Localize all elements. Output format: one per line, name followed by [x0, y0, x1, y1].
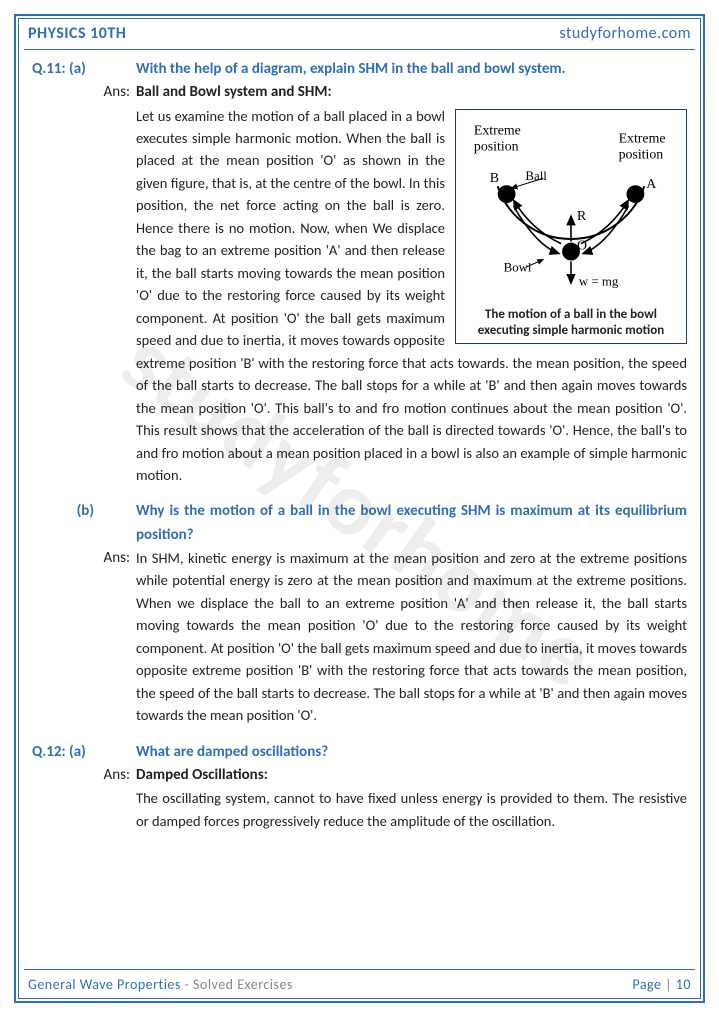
label-o: O [577, 238, 587, 253]
label-b: B [490, 171, 499, 186]
footer-page-label: Page [632, 976, 665, 993]
header-site: studyforhome.com [559, 24, 691, 43]
answer-label: Ans: [100, 81, 136, 486]
figure-box: Extreme position Extreme position [455, 109, 687, 345]
footer-bar: | [665, 976, 676, 993]
label-extreme-right2: position [619, 147, 664, 162]
qsub-text: (a) [69, 60, 86, 78]
question-12a-block: Q.12: (a) What are damped oscillations? … [32, 741, 687, 832]
label-extreme-right: Extreme [619, 131, 666, 146]
ball-a [626, 185, 644, 203]
spacer [32, 764, 100, 832]
page-footer: General Wave Properties - Solved Exercis… [24, 969, 695, 995]
spacer [100, 58, 136, 81]
label-extreme-left: Extreme [474, 123, 521, 138]
footer-page-num: 10 [676, 976, 691, 993]
question-text: Why is the motion of a ball in the bowl … [136, 500, 687, 547]
label-bowl: Bowl [504, 260, 532, 274]
answer-label: Ans: [100, 547, 136, 727]
answer-body: Damped Oscillations: The oscillating sys… [136, 764, 687, 832]
spacer [100, 500, 136, 547]
bowl-diagram: Extreme position Extreme position [462, 116, 680, 296]
spacer [32, 547, 100, 727]
question-number: Q.11: (a) [32, 58, 100, 81]
answer-subheading: Damped Oscillations: [136, 764, 687, 787]
spacer [100, 741, 136, 764]
label-a: A [646, 177, 656, 192]
footer-chapter: General Wave Properties [28, 976, 181, 993]
answer-flow: Extreme position Extreme position [136, 105, 687, 487]
page-content: Q.11: (a) With the help of a diagram, ex… [32, 58, 687, 963]
footer-sub: Solved Exercises [193, 976, 293, 993]
footer-left: General Wave Properties - Solved Exercis… [28, 976, 293, 993]
qnum-text: Q.12: [32, 743, 66, 761]
qsub-label: (b) [32, 500, 100, 547]
question-number: Q.12: (a) [32, 741, 100, 764]
spacer [32, 81, 100, 486]
answer-paragraph: In SHM, kinetic energy is maximum at the… [136, 547, 687, 727]
label-r: R [577, 208, 587, 223]
header-subject: PHYSICS 10TH [28, 24, 126, 43]
question-11b-block: (b) Why is the motion of a ball in the b… [32, 500, 687, 726]
footer-sep: - [181, 976, 193, 993]
page-header: PHYSICS 10TH studyforhome.com [24, 22, 695, 50]
answer-body: Ball and Bowl system and SHM: Extreme po… [136, 81, 687, 486]
figure-caption: The motion of a ball in the bowl executi… [462, 307, 680, 340]
answer-paragraph: The oscillating system, cannot to have f… [136, 787, 687, 832]
qnum-text: Q.11: [32, 60, 66, 78]
label-ball: Ball [525, 169, 547, 183]
qsub-text: (a) [69, 743, 86, 761]
label-extreme-left2: position [474, 139, 519, 154]
question-text: What are damped oscillations? [136, 741, 687, 764]
label-w: w = mg [579, 274, 619, 288]
answer-subheading: Ball and Bowl system and SHM: [136, 81, 687, 104]
footer-right: Page | 10 [632, 976, 691, 993]
answer-label: Ans: [100, 764, 136, 832]
question-11a-block: Q.11: (a) With the help of a diagram, ex… [32, 58, 687, 486]
question-text: With the help of a diagram, explain SHM … [136, 58, 687, 81]
